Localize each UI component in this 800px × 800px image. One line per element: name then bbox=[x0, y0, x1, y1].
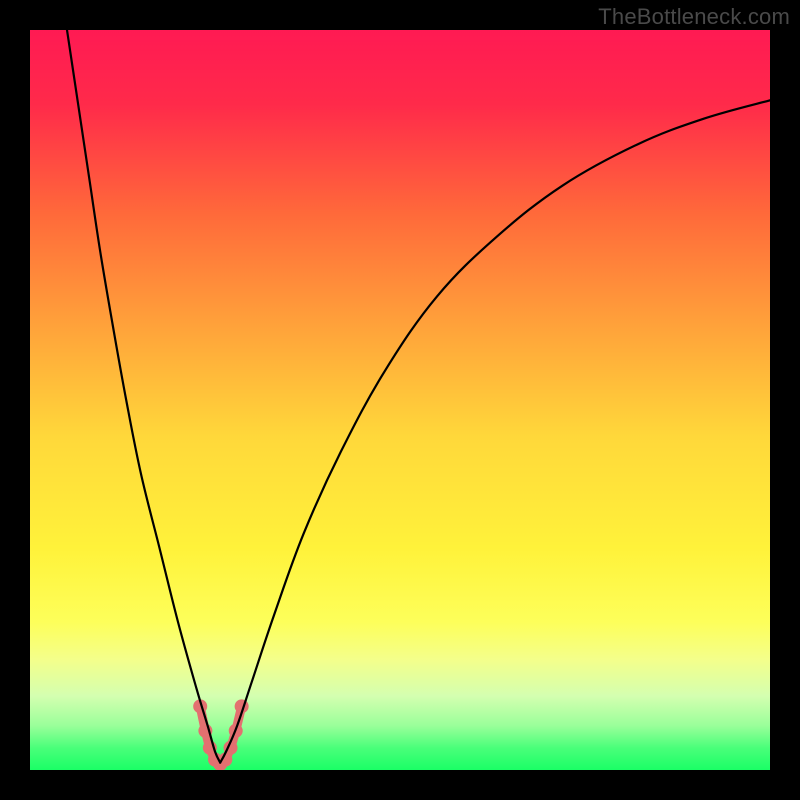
chart-container bbox=[30, 30, 770, 770]
watermark-text: TheBottleneck.com bbox=[598, 4, 790, 30]
curve-layer bbox=[30, 30, 770, 770]
curve-right-branch bbox=[220, 100, 770, 762]
curve-left-branch bbox=[67, 30, 220, 763]
